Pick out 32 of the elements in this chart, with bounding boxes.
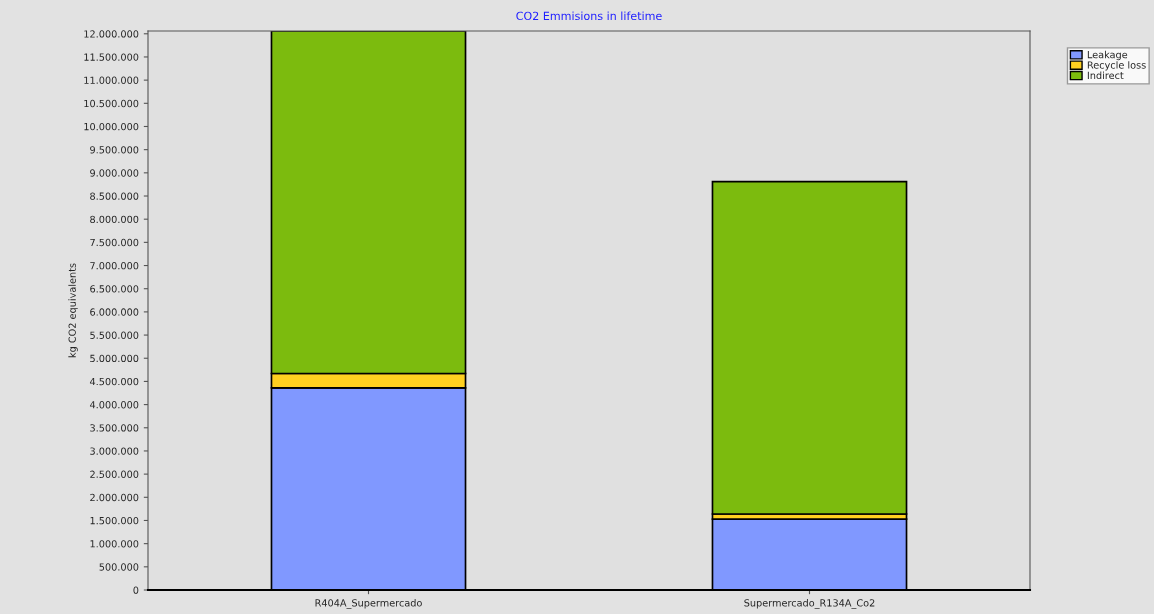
y-tick-label: 11.000.000 [84,76,139,84]
y-tick-label: 12.000.000 [84,30,139,38]
y-tick-label: 500.000 [99,563,139,571]
y-tick-label: 6.500.000 [90,285,139,293]
legend-label: Indirect [1087,71,1124,80]
y-tick-label: 9.500.000 [90,146,139,154]
y-tick-label: 7.500.000 [90,238,139,247]
y-tick-label: 0 [133,586,139,594]
y-tick-label: 10.000.000 [84,122,139,131]
y-tick-label: 5.000.000 [90,354,139,363]
y-tick-label: 5.500.000 [90,331,139,339]
legend-label: Recycle loss [1087,61,1146,71]
y-tick-label: 10.500.000 [84,99,139,108]
y-tick-label: 8.000.000 [90,215,139,224]
y-tick-label: 8.500.000 [90,192,139,200]
x-tick-label: Supermercado_R134A_Co2 [744,599,875,609]
y-tick-label: 7.000.000 [90,262,139,270]
chart-title: CO2 Emmisions in lifetime [516,11,662,21]
legend-label: Leakage [1087,50,1128,61]
y-tick-label: 9.000.000 [90,169,139,177]
y-axis-title: kg CO2 equivalents [68,263,78,358]
y-tick-label: 1.000.000 [90,540,139,548]
y-tick-label: 11.500.000 [84,53,139,61]
y-tick-label: 2.000.000 [90,493,139,502]
y-tick-label: 3.500.000 [90,424,139,432]
y-tick-label: 2.500.000 [90,470,139,478]
y-tick-label: 6.000.000 [90,308,139,316]
x-tick-label: R404A_Supermercado [315,599,422,609]
y-tick-label: 1.500.000 [90,516,139,525]
y-tick-label: 4.500.000 [89,377,139,386]
y-tick-label: 3.000.000 [90,447,139,455]
y-tick-label: 4.000.000 [89,401,139,409]
